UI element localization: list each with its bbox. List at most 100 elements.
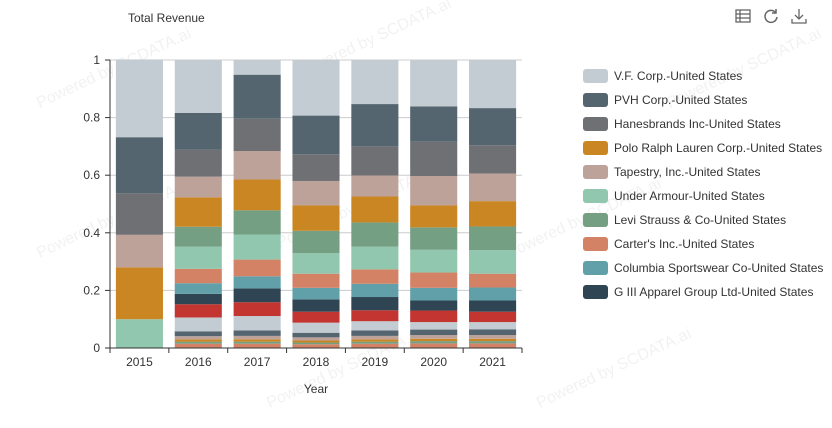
bar-segment[interactable]	[410, 322, 458, 330]
bar-segment[interactable]	[115, 234, 163, 268]
bar-segment[interactable]	[469, 226, 517, 251]
bar-segment[interactable]	[115, 193, 163, 235]
bar-segment[interactable]	[233, 339, 281, 342]
bar-segment[interactable]	[469, 145, 517, 174]
bar-segment[interactable]	[292, 311, 340, 323]
bar-segment[interactable]	[469, 343, 517, 348]
bar-segment[interactable]	[469, 300, 517, 312]
bar-segment[interactable]	[410, 300, 458, 311]
data-view-button[interactable]	[733, 6, 753, 26]
restore-button[interactable]	[761, 6, 781, 26]
bar-segment[interactable]	[351, 196, 399, 223]
bar-segment[interactable]	[410, 343, 458, 348]
bar-segment[interactable]	[292, 332, 340, 338]
bar-segment[interactable]	[292, 60, 340, 116]
bar-segment[interactable]	[174, 317, 222, 332]
bar-segment[interactable]	[233, 118, 281, 152]
bar-segment[interactable]	[351, 339, 399, 342]
bar-segment[interactable]	[292, 154, 340, 181]
bar-segment[interactable]	[410, 329, 458, 336]
legend-item[interactable]: Under Armour-United States	[583, 184, 823, 208]
bar-segment[interactable]	[292, 299, 340, 312]
bar-segment[interactable]	[233, 335, 281, 340]
legend-item[interactable]: Levi Strauss & Co-United States	[583, 208, 823, 232]
bar-segment[interactable]	[233, 179, 281, 211]
bar-segment[interactable]	[174, 60, 222, 113]
bar-segment[interactable]	[174, 304, 222, 318]
bar-segment[interactable]	[351, 246, 399, 270]
bar-segment[interactable]	[351, 341, 399, 344]
bar-segment[interactable]	[351, 330, 399, 336]
save-image-button[interactable]	[789, 6, 809, 26]
bar-segment[interactable]	[292, 180, 340, 206]
bar-segment[interactable]	[233, 302, 281, 317]
bar-segment[interactable]	[410, 106, 458, 142]
bar-segment[interactable]	[292, 337, 340, 341]
bar-segment[interactable]	[174, 341, 222, 344]
bar-segment[interactable]	[469, 250, 517, 274]
bar-segment[interactable]	[469, 108, 517, 146]
bar-segment[interactable]	[469, 335, 517, 339]
bar-segment[interactable]	[115, 319, 163, 348]
bar-segment[interactable]	[233, 316, 281, 331]
bar-segment[interactable]	[410, 310, 458, 323]
bar-segment[interactable]	[469, 201, 517, 227]
bar-segment[interactable]	[292, 253, 340, 274]
bar-segment[interactable]	[469, 287, 517, 301]
bar-segment[interactable]	[233, 151, 281, 180]
bar-segment[interactable]	[410, 227, 458, 250]
bar-segment[interactable]	[469, 60, 517, 109]
bar-segment[interactable]	[174, 343, 222, 348]
bar-segment[interactable]	[351, 104, 399, 147]
bar-segment[interactable]	[292, 342, 340, 345]
bar-segment[interactable]	[174, 246, 222, 269]
bar-segment[interactable]	[469, 329, 517, 336]
bar-segment[interactable]	[351, 60, 399, 105]
bar-segment[interactable]	[351, 321, 399, 331]
bar-segment[interactable]	[174, 339, 222, 342]
bar-segment[interactable]	[410, 335, 458, 339]
bar-segment[interactable]	[174, 283, 222, 294]
bar-segment[interactable]	[351, 343, 399, 348]
bar-segment[interactable]	[292, 205, 340, 231]
bar-segment[interactable]	[233, 330, 281, 336]
bar-segment[interactable]	[292, 273, 340, 288]
bar-segment[interactable]	[174, 197, 222, 227]
legend-item[interactable]: Columbia Sportswear Co-United States	[583, 256, 823, 280]
bar-segment[interactable]	[351, 269, 399, 284]
bar-segment[interactable]	[233, 343, 281, 348]
bar-segment[interactable]	[233, 276, 281, 289]
bar-segment[interactable]	[469, 341, 517, 344]
bar-segment[interactable]	[174, 336, 222, 340]
bar-segment[interactable]	[233, 74, 281, 119]
bar-segment[interactable]	[351, 335, 399, 340]
bar-segment[interactable]	[115, 59, 163, 138]
legend-item[interactable]: Hanesbrands Inc-United States	[583, 112, 823, 136]
bar-segment[interactable]	[351, 283, 399, 298]
bar-segment[interactable]	[351, 175, 399, 197]
bar-segment[interactable]	[233, 210, 281, 235]
bar-segment[interactable]	[469, 338, 517, 342]
bar-segment[interactable]	[115, 137, 163, 194]
legend-item[interactable]: G III Apparel Group Ltd-United States	[583, 280, 823, 304]
bar-segment[interactable]	[174, 331, 222, 337]
bar-segment[interactable]	[233, 259, 281, 277]
bar-segment[interactable]	[469, 273, 517, 288]
bar-segment[interactable]	[469, 173, 517, 202]
bar-segment[interactable]	[292, 344, 340, 348]
bar-segment[interactable]	[351, 310, 399, 322]
bar-segment[interactable]	[410, 176, 458, 206]
bar-segment[interactable]	[233, 60, 281, 75]
bar-segment[interactable]	[410, 60, 458, 107]
bar-segment[interactable]	[233, 341, 281, 344]
bar-segment[interactable]	[115, 267, 163, 320]
bar-segment[interactable]	[351, 222, 399, 247]
bar-segment[interactable]	[410, 287, 458, 301]
legend-item[interactable]: PVH Corp.-United States	[583, 88, 823, 112]
bar-segment[interactable]	[410, 341, 458, 344]
bar-segment[interactable]	[469, 322, 517, 330]
bar-segment[interactable]	[174, 149, 222, 177]
bar-segment[interactable]	[351, 146, 399, 176]
bar-segment[interactable]	[292, 322, 340, 333]
bar-segment[interactable]	[174, 112, 222, 150]
